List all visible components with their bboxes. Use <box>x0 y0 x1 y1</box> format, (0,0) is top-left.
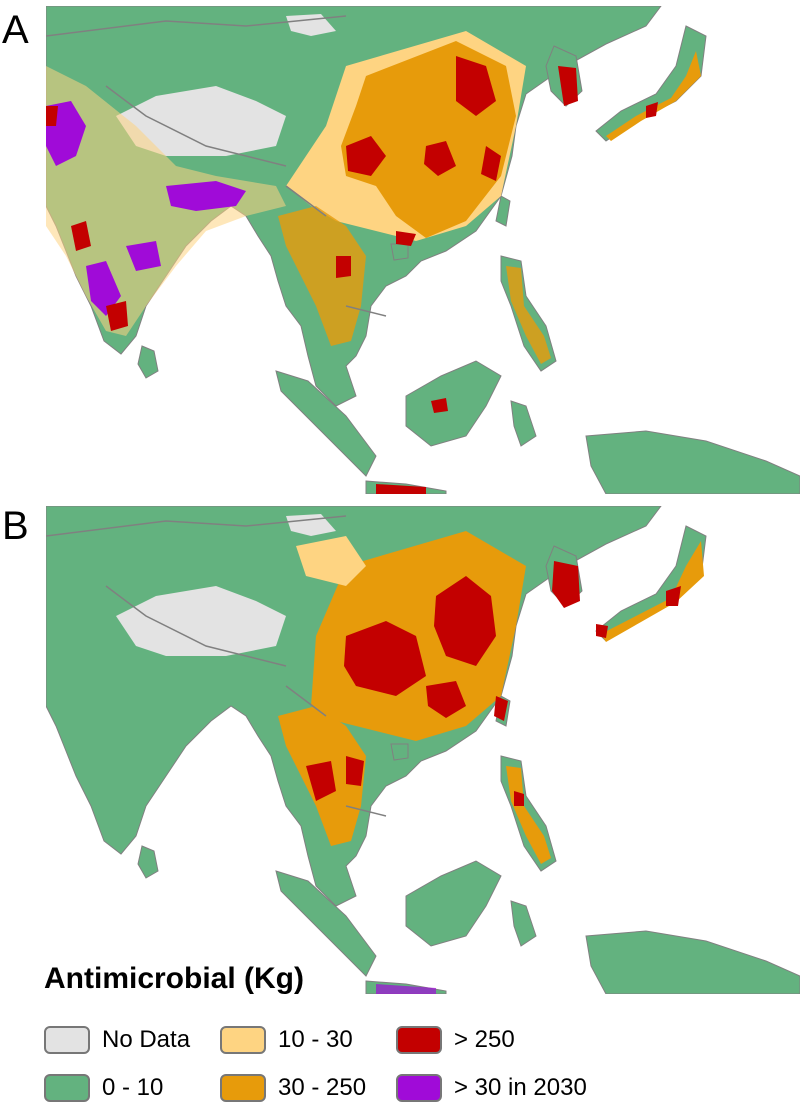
japan-high <box>666 586 681 606</box>
sulawesi <box>510 400 537 447</box>
india-growth-2 <box>166 181 246 211</box>
legend-label: No Data <box>102 1026 191 1053</box>
borneo <box>405 360 502 447</box>
hainan <box>390 243 409 261</box>
china-high-2 <box>346 136 386 176</box>
china-high-5 <box>396 231 416 246</box>
japan-mid <box>606 51 701 141</box>
country-borders <box>46 515 387 817</box>
sri-lanka <box>137 345 159 379</box>
borneo <box>405 860 502 947</box>
legend-label: 30 - 250 <box>278 1074 367 1101</box>
sea-high <box>336 256 351 278</box>
legend-label: > 30 in 2030 <box>454 1074 587 1101</box>
china-high-2 <box>434 576 496 666</box>
panel-label-a: A <box>2 8 29 52</box>
legend-item-0-10: 0 - 10 <box>44 1070 163 1106</box>
map-panel-a <box>46 6 800 494</box>
java-mixed <box>376 984 436 994</box>
philippines-mid <box>506 266 551 364</box>
sea-high-1 <box>306 761 336 801</box>
map-panel-b <box>46 506 800 994</box>
india-high-3 <box>46 106 58 126</box>
legend-item-30-250: 30 - 250 <box>220 1070 366 1106</box>
china-high-4 <box>481 146 501 181</box>
philippines-mid <box>506 766 551 864</box>
china-high-3 <box>426 681 466 718</box>
no-data-tibet <box>116 586 286 656</box>
borneo-high <box>431 398 448 413</box>
new-guinea <box>585 930 800 994</box>
legend-swatch <box>44 1074 90 1102</box>
legend-swatch <box>44 1026 90 1054</box>
china-high-1 <box>456 56 496 116</box>
panel-label-b: B <box>2 504 29 548</box>
legend-item-gt-250: > 250 <box>396 1022 515 1058</box>
china-low-north <box>296 536 366 586</box>
no-data-north <box>286 14 336 36</box>
sumatra <box>275 870 377 977</box>
philippines-high <box>514 791 524 806</box>
japan-high-2 <box>596 624 608 638</box>
india-growth-4 <box>126 241 161 271</box>
japan-high <box>646 102 658 118</box>
country-borders <box>46 15 387 317</box>
hainan <box>390 743 409 761</box>
sea-high-2 <box>346 756 364 786</box>
java-high <box>376 484 426 494</box>
japan <box>595 25 707 142</box>
sea-mid <box>278 206 366 346</box>
legend-title: Antimicrobial (Kg) <box>44 962 304 995</box>
legend-swatch <box>396 1074 442 1102</box>
china-high-3 <box>424 141 456 176</box>
india-high-1 <box>71 221 91 251</box>
india-growth-3 <box>86 261 121 316</box>
legend-label: 0 - 10 <box>102 1074 164 1101</box>
sumatra <box>275 370 377 477</box>
taiwan <box>495 195 511 227</box>
china-high-1 <box>344 621 426 696</box>
legend-item-gt-30-2030: > 30 in 2030 <box>396 1070 587 1106</box>
legend-label: 10 - 30 <box>278 1026 353 1053</box>
no-data-north <box>286 514 336 536</box>
new-guinea <box>585 430 800 494</box>
legend-swatch <box>220 1026 266 1054</box>
sri-lanka <box>137 845 159 879</box>
legend-swatch <box>396 1026 442 1054</box>
china-high-4 <box>494 696 508 721</box>
legend-label: > 250 <box>454 1026 515 1053</box>
sulawesi <box>510 900 537 947</box>
legend-item-no-data: No Data <box>44 1022 190 1058</box>
no-data-tibet <box>116 86 286 156</box>
legend: No Data 0 - 10 10 - 30 30 - 250 > 250 > … <box>44 1022 800 1102</box>
japan-mid <box>601 541 704 642</box>
korea-high <box>558 66 578 106</box>
india-high-2 <box>106 301 128 331</box>
korea-high <box>552 561 580 608</box>
legend-item-10-30: 10 - 30 <box>220 1022 353 1058</box>
legend-swatch <box>220 1074 266 1102</box>
